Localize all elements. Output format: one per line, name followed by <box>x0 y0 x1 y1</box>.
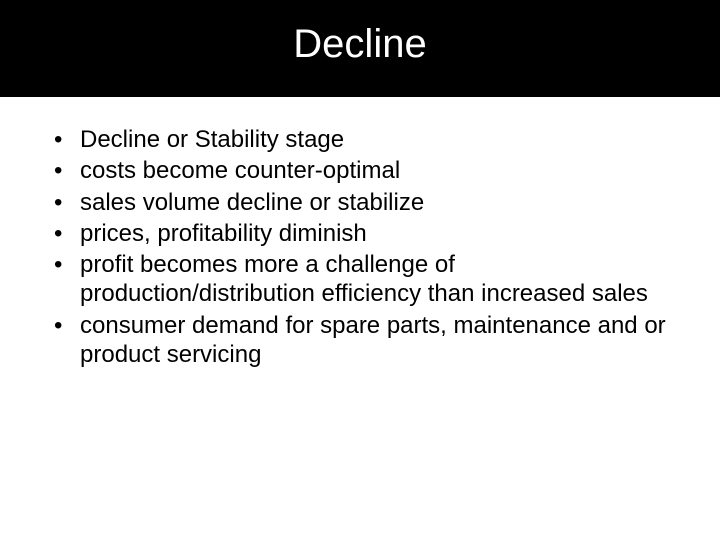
list-item: • profit becomes more a challenge of pro… <box>50 250 670 309</box>
list-item: • consumer demand for spare parts, maint… <box>50 311 670 370</box>
bullet-text: profit becomes more a challenge of produ… <box>80 250 670 309</box>
list-item: • costs become counter-optimal <box>50 156 670 185</box>
bullet-text: consumer demand for spare parts, mainten… <box>80 311 670 370</box>
bullet-icon: • <box>50 250 80 279</box>
bullet-list: • Decline or Stability stage • costs bec… <box>50 125 670 369</box>
header-band: Decline <box>0 0 720 97</box>
bullet-icon: • <box>50 125 80 154</box>
list-item: • sales volume decline or stabilize <box>50 188 670 217</box>
bullet-text: Decline or Stability stage <box>80 125 670 154</box>
bullet-icon: • <box>50 219 80 248</box>
list-item: • prices, profitability diminish <box>50 219 670 248</box>
bullet-icon: • <box>50 156 80 185</box>
bullet-text: costs become counter-optimal <box>80 156 670 185</box>
bullet-text: prices, profitability diminish <box>80 219 670 248</box>
slide-title: Decline <box>0 22 720 67</box>
bullet-text: sales volume decline or stabilize <box>80 188 670 217</box>
slide-content: • Decline or Stability stage • costs bec… <box>0 97 720 369</box>
list-item: • Decline or Stability stage <box>50 125 670 154</box>
bullet-icon: • <box>50 188 80 217</box>
bullet-icon: • <box>50 311 80 340</box>
